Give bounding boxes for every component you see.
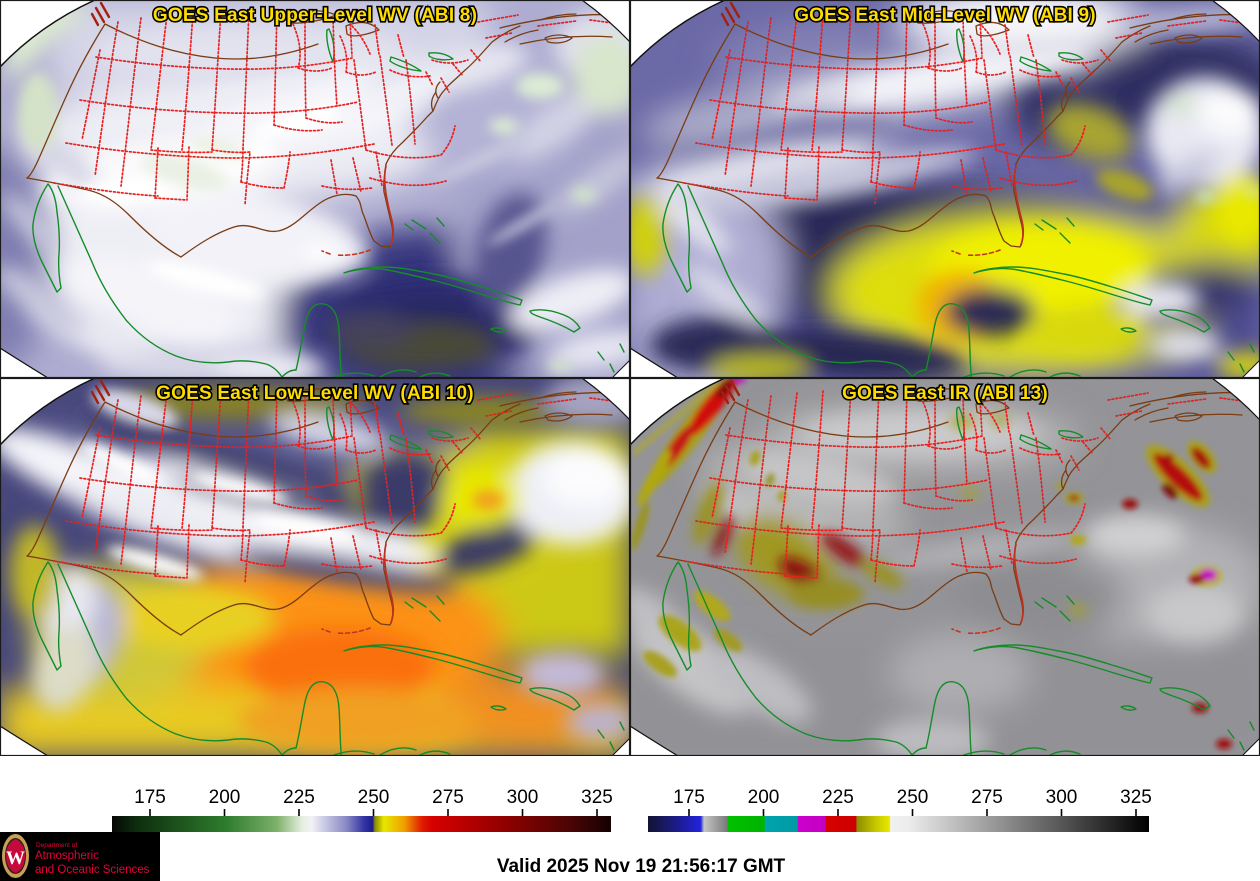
svg-text:175: 175 [134,787,166,808]
svg-text:225: 225 [822,787,854,808]
svg-text:200: 200 [209,787,241,808]
svg-text:W: W [6,848,25,869]
svg-text:250: 250 [897,787,929,808]
svg-text:Atmospheric: Atmospheric [35,850,99,862]
svg-text:Department of: Department of [36,842,77,849]
svg-text:325: 325 [1120,787,1152,808]
svg-text:175: 175 [673,787,705,808]
svg-text:and Oceanic Sciences: and Oceanic Sciences [35,864,150,876]
svg-text:GOES East IR (ABI 13): GOES East IR (ABI 13) [842,383,1048,404]
svg-text:275: 275 [432,787,464,808]
svg-text:325: 325 [581,787,613,808]
svg-text:300: 300 [1046,787,1078,808]
svg-text:225: 225 [283,787,315,808]
svg-text:GOES East Mid-Level WV (ABI 9): GOES East Mid-Level WV (ABI 9) [794,5,1096,26]
svg-text:Valid 2025 Nov 19 21:56:17 GMT: Valid 2025 Nov 19 21:56:17 GMT [497,856,786,877]
svg-text:200: 200 [748,787,780,808]
svg-text:GOES East Low-Level WV (ABI 10: GOES East Low-Level WV (ABI 10) [156,383,474,404]
svg-text:300: 300 [507,787,539,808]
svg-text:275: 275 [971,787,1003,808]
svg-text:GOES East Upper-Level WV (ABI: GOES East Upper-Level WV (ABI 8) [153,5,477,26]
svg-text:250: 250 [358,787,390,808]
